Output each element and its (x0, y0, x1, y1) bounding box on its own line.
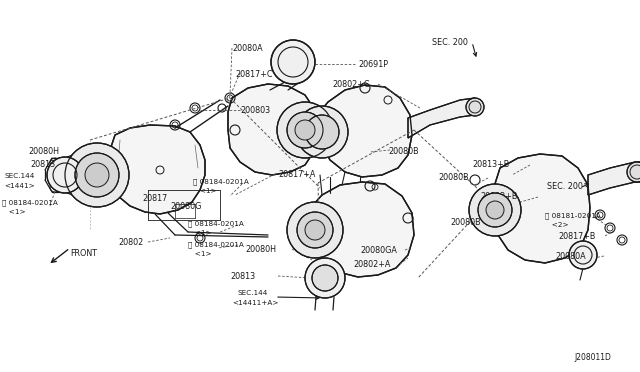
Text: 20813: 20813 (30, 160, 55, 169)
Circle shape (85, 163, 109, 187)
Circle shape (295, 120, 315, 140)
Text: <1>: <1> (188, 251, 212, 257)
Circle shape (297, 212, 333, 248)
Circle shape (486, 201, 504, 219)
Text: Ⓑ 08184-0201A: Ⓑ 08184-0201A (188, 241, 244, 248)
Circle shape (271, 40, 315, 84)
Text: 20080G: 20080G (170, 202, 202, 211)
Text: 20813: 20813 (230, 272, 255, 281)
Text: 20691P: 20691P (358, 60, 388, 69)
Text: Ⓑ 08184-0201A: Ⓑ 08184-0201A (193, 178, 249, 185)
Circle shape (47, 157, 83, 193)
Text: Ⓑ 08184-0201A: Ⓑ 08184-0201A (188, 220, 244, 227)
Circle shape (75, 153, 119, 197)
Text: 20080H: 20080H (245, 245, 276, 254)
Text: SEC. 200: SEC. 200 (432, 38, 468, 47)
Text: 200803: 200803 (240, 106, 270, 115)
Circle shape (478, 193, 512, 227)
Text: 20813+B: 20813+B (472, 160, 509, 169)
Text: 20817+C: 20817+C (235, 70, 273, 79)
Text: 20080A: 20080A (555, 252, 586, 261)
Text: J208011D: J208011D (574, 353, 611, 362)
Text: SEC.144: SEC.144 (237, 290, 268, 296)
Text: <1>: <1> (2, 209, 26, 215)
Text: 20080H: 20080H (28, 147, 59, 156)
Text: SEC. 200: SEC. 200 (547, 182, 583, 191)
Text: 20080B: 20080B (450, 218, 481, 227)
Text: FRONT: FRONT (70, 249, 97, 258)
Circle shape (277, 102, 333, 158)
Circle shape (627, 162, 640, 182)
Text: <1441>: <1441> (4, 183, 35, 189)
Text: 20080A: 20080A (232, 44, 262, 53)
Polygon shape (588, 162, 640, 195)
Text: 20802+C: 20802+C (332, 80, 369, 89)
Text: 20080GA: 20080GA (360, 246, 397, 255)
Text: 20802+A: 20802+A (353, 260, 390, 269)
Circle shape (65, 143, 129, 207)
Text: 20802+B: 20802+B (480, 192, 517, 201)
Circle shape (569, 241, 597, 269)
Text: <14411+A>: <14411+A> (232, 300, 278, 306)
Text: <2>: <2> (545, 222, 568, 228)
Polygon shape (310, 182, 414, 277)
Text: 20817+B: 20817+B (558, 232, 595, 241)
Circle shape (305, 115, 339, 149)
Polygon shape (108, 125, 205, 214)
Polygon shape (320, 85, 412, 177)
Circle shape (312, 265, 338, 291)
Text: Ⓑ 08184-0201A: Ⓑ 08184-0201A (2, 199, 58, 206)
Circle shape (296, 106, 348, 158)
Circle shape (305, 220, 325, 240)
Text: 20817: 20817 (142, 194, 167, 203)
Text: Ⓑ 08181-0201A: Ⓑ 08181-0201A (545, 212, 601, 219)
Circle shape (305, 258, 345, 298)
Text: 20080B: 20080B (438, 173, 468, 182)
Polygon shape (492, 154, 590, 263)
Polygon shape (228, 84, 318, 175)
Text: 20817+A: 20817+A (278, 170, 316, 179)
Circle shape (287, 202, 343, 258)
Text: 20080B: 20080B (388, 147, 419, 156)
Text: SEC.144: SEC.144 (4, 173, 35, 179)
Text: <1>: <1> (193, 188, 216, 194)
Polygon shape (408, 98, 475, 138)
Text: <1>: <1> (188, 230, 212, 236)
Circle shape (469, 184, 521, 236)
Circle shape (287, 112, 323, 148)
Text: 20802: 20802 (118, 238, 143, 247)
Circle shape (466, 98, 484, 116)
